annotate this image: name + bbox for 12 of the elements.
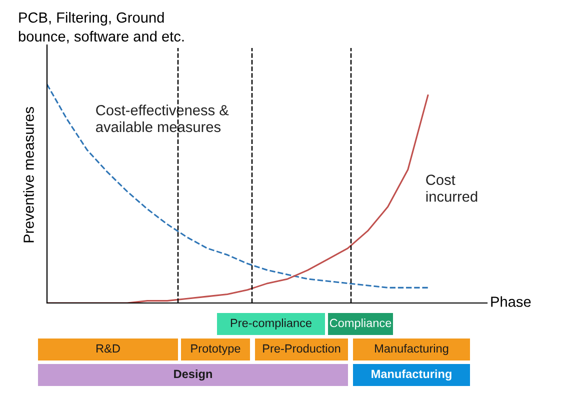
text: Pre-compliance [230, 318, 312, 330]
series-label: Cost incurred [426, 174, 478, 202]
text: Manufacturing [375, 344, 448, 356]
text: Compliance [330, 318, 392, 330]
chart-title: PCB, Filtering, Ground bounce, software and etc. [18, 12, 184, 44]
text: Prototype [191, 344, 240, 356]
text: Manufacturing [372, 369, 452, 381]
text: R&D [96, 344, 120, 353]
text: Design [174, 369, 212, 381]
y-axis-title: Preventive measures [23, 107, 34, 242]
x-axis-title: Phase [491, 296, 531, 307]
text: Pre-Production [263, 344, 340, 353]
